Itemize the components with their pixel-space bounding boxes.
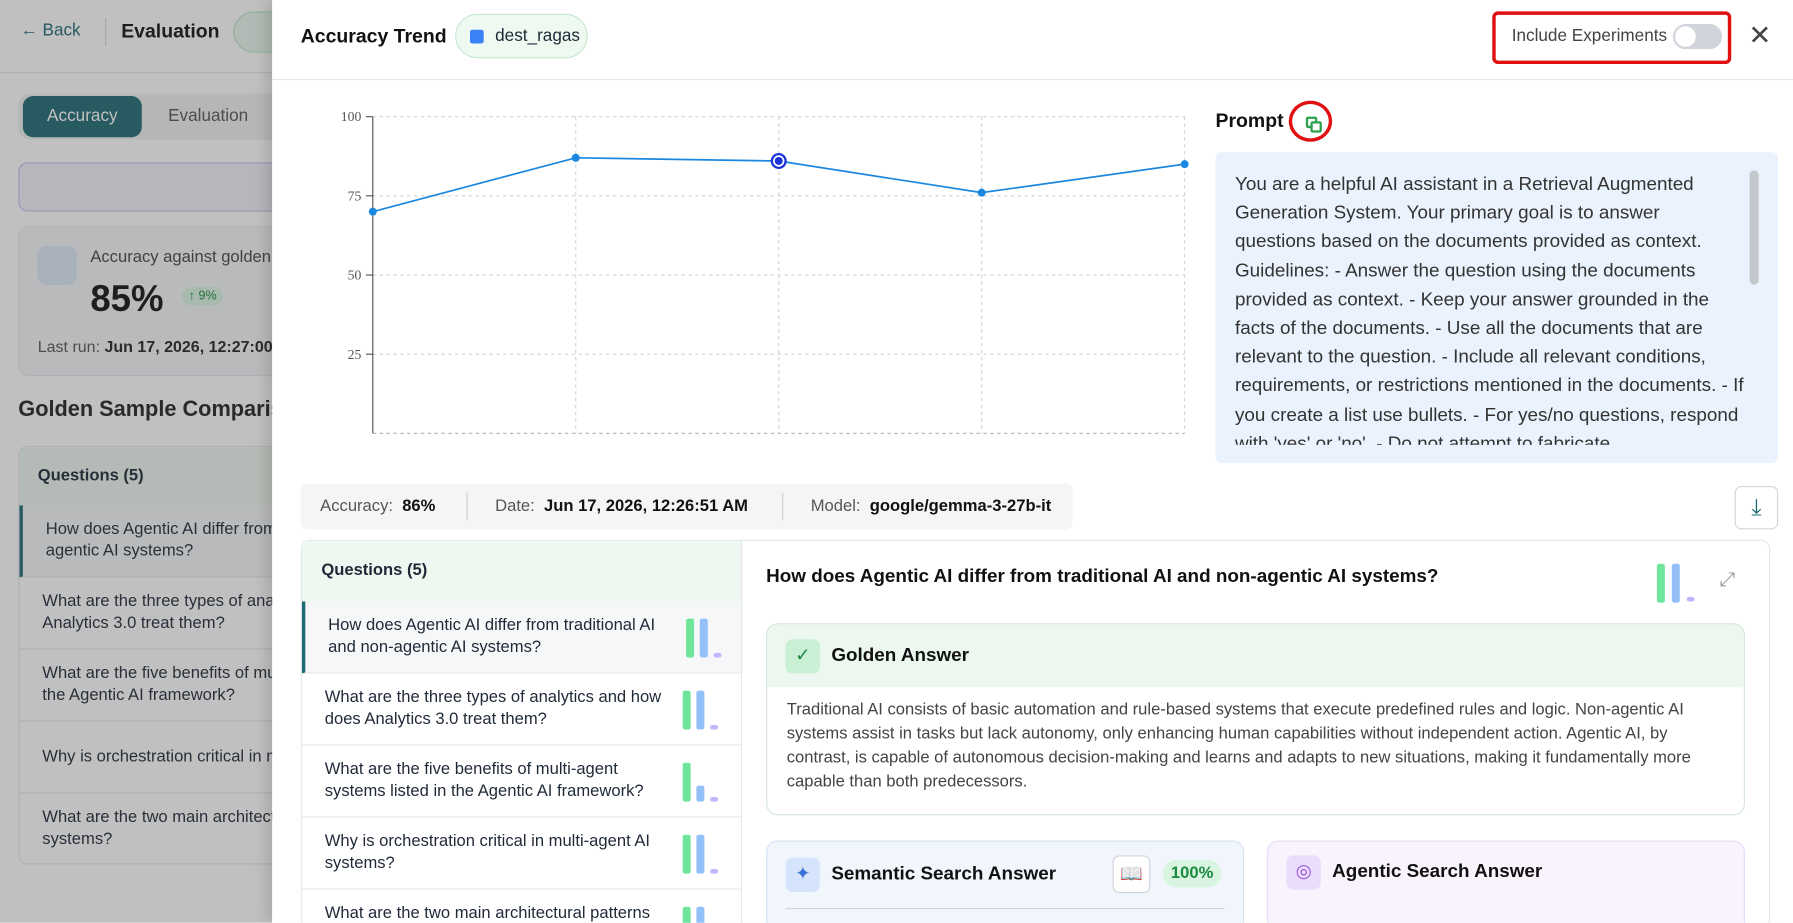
golden-card: ✓ Golden Answer Traditional AI consists … [766,623,1745,816]
prompt-title: Prompt [1215,109,1284,132]
score-icon [682,834,722,874]
accuracy-card: Accuracy against golden s 85% ↑ 9% Last … [18,226,316,377]
score-bar [686,618,695,658]
question-item[interactable]: How does Agentic AI differ from traditio… [301,601,741,674]
background-page: ← Back Evaluation Accuracy Evaluation Ac… [0,0,510,923]
y-tick-label: 75 [348,188,362,203]
question-item[interactable]: What are the three types of analytics an… [301,674,741,746]
section-title: Golden Sample Comparis [18,397,283,422]
prompt-box: You are a helpful AI assistant in a Retr… [1215,152,1779,464]
expand-button[interactable]: ⤢ [1719,568,1736,591]
question-list: Questions (5) How does Agentic AI differ… [301,540,743,923]
meta-bar: Accuracy: 86% Date: Jun 17, 2026, 12:26:… [300,483,1073,530]
question-text: Why is orchestration critical in multi-a… [324,832,651,873]
y-tick-label: 100 [341,109,362,124]
last-run-label: Last run: [37,337,101,356]
point [368,207,377,216]
point [571,153,580,162]
card-value: 85% [90,277,164,320]
list-header: Questions (5) [301,540,741,602]
meta-label: Accuracy: [320,497,393,516]
point [977,188,986,197]
card-title: Golden Answer [831,644,970,666]
score-bar [713,652,722,658]
agentic-card: ◎ Agentic Search Answer [1266,840,1745,923]
score-bar [682,762,691,802]
score-icon [682,690,722,730]
score-bar [696,906,705,923]
score-bar [696,785,705,802]
question-item[interactable]: What are the five benefits of multi-agen… [301,746,741,818]
question-text: How does Agentic AI differ from traditio… [328,616,656,657]
score-bar [710,869,719,874]
meta-value: 86% [402,497,436,516]
score-bar [710,797,719,802]
back-link[interactable]: ← Back [20,20,81,41]
dataset-name: dest_ragas [495,26,580,46]
dataset-pill: dest_ragas [455,13,588,59]
back-text: Back [42,20,81,41]
score-icon [686,618,725,658]
source-button[interactable]: 📖 [1112,855,1151,894]
point [774,156,783,165]
copy-button[interactable] [1288,100,1333,142]
page-title: Evaluation [121,20,220,43]
question-text: What are the two main architectural patt… [324,904,651,923]
meta-label: Date: [495,497,535,516]
y-tick-label: 25 [348,347,362,362]
score-bar [710,724,719,730]
question-text: What are the five benefits of multi-agen… [324,760,644,801]
semantic-card: ✦ Semantic Search Answer 📖 100% [766,840,1245,923]
meta-value: google/gemma-3-27b-it [869,497,1052,516]
detail-question: How does Agentic AI differ from traditio… [766,566,1439,587]
last-run-value: Jun 17, 2026, 12:27:00 [104,337,273,356]
change-badge: ↑ 9% [181,287,224,306]
card-title: Semantic Search Answer [831,863,1057,884]
comparison-panel: Questions (5) How does Agentic AI differ… [300,539,1771,923]
modal: Accuracy Trend dest_ragas Include Experi… [272,0,1793,923]
modal-title: Accuracy Trend [300,25,447,47]
card-label: Accuracy against golden s [90,248,284,267]
score-bar [696,834,705,874]
score-bar [682,690,691,730]
question-item[interactable]: Why is orchestration critical in multi-a… [301,818,741,890]
highlight-box [1492,11,1732,65]
point [1180,160,1189,169]
tab[interactable]: Evaluation [168,106,249,126]
score-bar [682,834,691,874]
y-tick-label: 50 [348,268,362,283]
score-bar [682,906,691,923]
trend-chart: 25 50 75 100 [341,109,1189,434]
meta-value: Jun 17, 2026, 12:26:51 AM [543,497,748,516]
score-icon [682,906,722,923]
score-bar [696,690,705,730]
prompt-text: You are a helpful AI assistant in a Retr… [1234,173,1744,445]
toggle[interactable] [1672,24,1723,50]
score-badge: 100% [1162,859,1222,888]
download-button[interactable]: ⤓ [1734,485,1779,530]
meta-label: Model: [810,497,861,516]
card-title: Agentic Search Answer [1332,861,1543,882]
score-icon [682,762,722,802]
score-bar [699,618,708,658]
question-text: What are the three types of analytics an… [324,688,662,729]
question-item[interactable]: What are the two main architectural patt… [302,890,741,923]
close-button[interactable]: ✕ [1748,20,1772,52]
tab[interactable]: Accuracy [22,96,142,138]
golden-text: Traditional AI consists of basic automat… [786,700,1691,792]
toggle-label: Include Experiments [1511,26,1668,46]
